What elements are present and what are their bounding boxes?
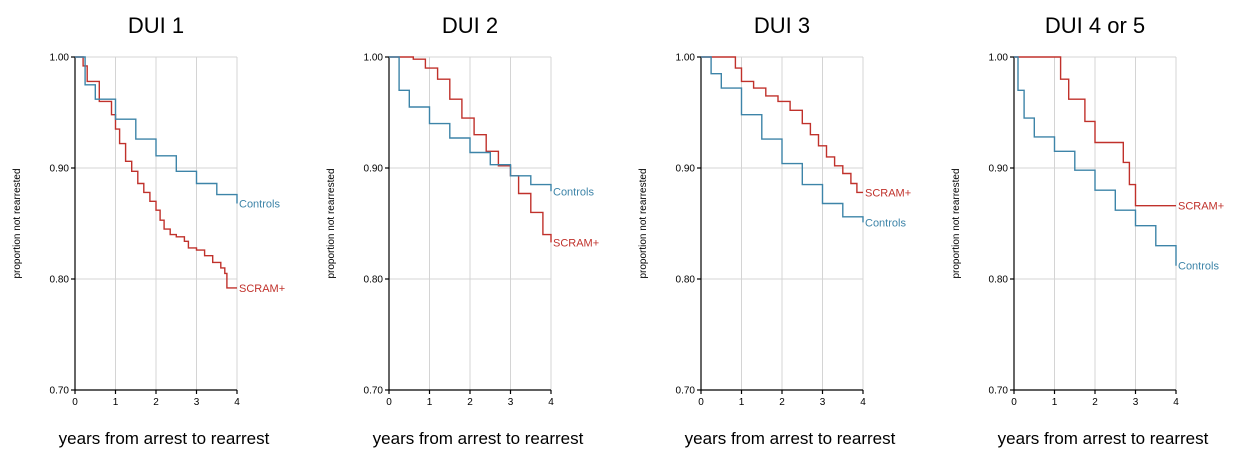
series-line-controls <box>701 56 864 223</box>
x-tick-label: 0 <box>1011 397 1017 408</box>
x-tick-label: 1 <box>427 397 433 408</box>
series-label-scram: SCRAM+ <box>865 187 911 199</box>
series-label-scram: SCRAM+ <box>553 237 599 249</box>
series-label-scram: SCRAM+ <box>239 283 285 295</box>
panel-title: DUI 4 or 5 <box>1045 13 1145 38</box>
x-tick-label: 1 <box>739 397 745 408</box>
x-tick-label: 3 <box>508 397 514 408</box>
y-tick-label: 0.90 <box>676 164 696 175</box>
x-tick-label: 2 <box>1092 397 1098 408</box>
y-tick-label: 0.80 <box>676 275 696 286</box>
x-tick-label: 2 <box>779 397 785 408</box>
x-tick-label: 1 <box>113 397 119 408</box>
x-tick-label: 2 <box>467 397 473 408</box>
y-tick-label: 1.00 <box>50 53 70 64</box>
x-tick-label: 0 <box>698 397 704 408</box>
x-tick-label: 0 <box>72 397 78 408</box>
panel-title: DUI 1 <box>128 13 184 38</box>
x-axis-label: years from arrest to rearrest <box>998 429 1209 448</box>
chart-panel-1: DUI 1 0.70 0.80 0.90 1.00 0 1 2 3 4 years from arr… <box>12 13 285 448</box>
series-label-scram: SCRAM+ <box>1178 201 1224 213</box>
series-label-controls: Controls <box>1178 261 1219 273</box>
panel-title: DUI 2 <box>442 13 498 38</box>
y-tick-label: 0.70 <box>989 386 1009 397</box>
series-line-controls <box>75 56 238 204</box>
y-axis-label: proportion not rearrested <box>951 168 962 278</box>
y-tick-label: 0.80 <box>50 275 70 286</box>
x-tick-label: 4 <box>860 397 866 408</box>
series-line-scram <box>701 56 863 194</box>
y-tick-label: 0.90 <box>989 164 1009 175</box>
y-tick-label: 1.00 <box>676 53 696 64</box>
y-axis-label: proportion not rearrested <box>638 168 649 278</box>
y-tick-label: 0.80 <box>364 275 384 286</box>
chart-panel-4: DUI 4 or 5 0.70 0.80 0.90 1.00 0 1 2 3 4 years fro… <box>951 13 1224 448</box>
y-tick-label: 1.00 <box>364 53 384 64</box>
chart-panel-3: DUI 3 0.70 0.80 0.90 1.00 0 1 2 3 4 years from arr… <box>638 13 911 448</box>
y-tick-label: 0.70 <box>364 386 384 397</box>
series-label-controls: Controls <box>865 217 906 229</box>
x-tick-label: 4 <box>234 397 240 408</box>
x-tick-label: 3 <box>820 397 826 408</box>
series-label-controls: Controls <box>553 186 594 198</box>
x-axis-label: years from arrest to rearrest <box>373 429 584 448</box>
x-tick-label: 4 <box>1173 397 1179 408</box>
panel-title: DUI 3 <box>754 13 810 38</box>
series-line-controls <box>389 56 552 192</box>
y-axis-label: proportion not rearrested <box>326 168 337 278</box>
y-tick-label: 0.90 <box>364 164 384 175</box>
x-axis-label: years from arrest to rearrest <box>59 429 270 448</box>
series-line-scram <box>1014 56 1176 207</box>
x-tick-label: 3 <box>194 397 200 408</box>
y-tick-label: 1.00 <box>989 53 1009 64</box>
x-tick-label: 4 <box>548 397 554 408</box>
series-line-scram <box>75 56 237 289</box>
x-tick-label: 2 <box>153 397 159 408</box>
y-tick-label: 0.80 <box>989 275 1009 286</box>
y-axis-label: proportion not rearrested <box>12 168 23 278</box>
x-tick-label: 1 <box>1052 397 1058 408</box>
series-line-controls <box>1014 56 1177 266</box>
x-tick-label: 0 <box>386 397 392 408</box>
series-label-controls: Controls <box>239 199 280 211</box>
y-tick-label: 0.70 <box>676 386 696 397</box>
chart-panel-2: DUI 2 0.70 0.80 0.90 1.00 0 1 2 3 4 years from arr… <box>326 13 599 448</box>
series-line-scram <box>389 56 552 243</box>
x-tick-label: 3 <box>1133 397 1139 408</box>
y-tick-label: 0.70 <box>50 386 70 397</box>
y-tick-label: 0.90 <box>50 164 70 175</box>
x-axis-label: years from arrest to rearrest <box>685 429 896 448</box>
